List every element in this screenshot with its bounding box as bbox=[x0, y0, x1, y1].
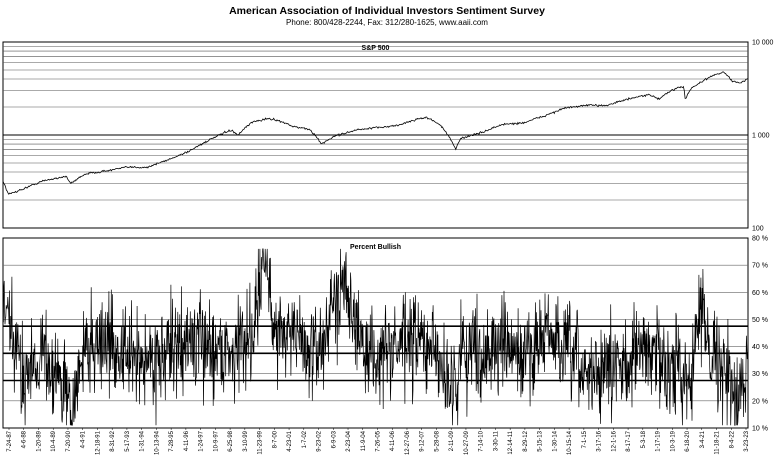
bullish-x-tick-label: 8-31-92 bbox=[110, 430, 116, 451]
bullish-series-line bbox=[2, 248, 749, 426]
bullish-x-tick-label: 1-20-89 bbox=[36, 430, 42, 451]
bullish-x-tick-label: 10-9-97 bbox=[213, 430, 219, 451]
bullish-panel: 10 % 20 % 30 % 40 % 50 % 60 % 70 % 80 % Percent … bbox=[2, 236, 768, 455]
bullish-x-tick-label: 6-18-20 bbox=[685, 430, 691, 451]
bullish-y-tick-label: 40 % bbox=[752, 344, 768, 351]
bullish-y-tick-label: 50 % bbox=[752, 317, 768, 324]
chart-title: American Association of Individual Inves… bbox=[229, 5, 545, 17]
bullish-panel-title: Percent Bullish bbox=[350, 244, 401, 251]
bullish-x-tick-label: 2-23-04 bbox=[346, 430, 352, 451]
bullish-x-tick-label: 12-27-06 bbox=[405, 430, 411, 455]
bullish-x-tick-label: 11-23-99 bbox=[258, 430, 264, 454]
bullish-x-tick-label: 1-30-14 bbox=[552, 430, 558, 451]
bullish-x-tick-label: 1-31-94 bbox=[140, 430, 146, 451]
bullish-x-tick-label: 7-14-10 bbox=[479, 430, 485, 451]
bullish-x-tick-label: 8-29-12 bbox=[523, 430, 529, 451]
bullish-x-tick-label: 1-24-97 bbox=[199, 430, 205, 451]
bullish-y-tick-label: 80 % bbox=[752, 236, 768, 243]
bullish-x-tick-label: 12-18-91 bbox=[95, 430, 101, 455]
bullish-y-tick-label: 30 % bbox=[752, 371, 768, 378]
bullish-x-tick-label: 12-14-11 bbox=[508, 430, 514, 454]
bullish-x-tick-label: 4-11-96 bbox=[184, 430, 190, 451]
sp500-panel-title: S&P 500 bbox=[362, 45, 390, 52]
bullish-x-tick-label: 2-11-09 bbox=[449, 430, 455, 451]
chart-subtitle: Phone: 800/428-2244, Fax: 312/280-1625, … bbox=[286, 18, 488, 27]
bullish-x-tick-label: 5-17-93 bbox=[125, 430, 131, 451]
bullish-x-tick-label: 7-26-05 bbox=[376, 430, 382, 451]
bullish-y-tick-label: 60 % bbox=[752, 290, 768, 297]
bullish-x-tick-label: 5-3-18 bbox=[641, 430, 647, 448]
sp500-y-tick-label: 1 000 bbox=[752, 133, 770, 140]
bullish-x-tick-label: 8-7-00 bbox=[272, 430, 278, 448]
bullish-x-tick-label: 6-9-03 bbox=[331, 430, 337, 448]
bullish-x-tick-label: 1-17-19 bbox=[656, 430, 662, 451]
bullish-x-tick-label: 3-4-21 bbox=[700, 430, 706, 448]
bullish-x-tick-label: 6-25-98 bbox=[228, 430, 234, 451]
bullish-x-tick-label: 4-11-06 bbox=[390, 430, 396, 451]
bullish-x-tick-label: 3-30-11 bbox=[493, 430, 499, 451]
bullish-x-tick-label: 8-17-17 bbox=[626, 430, 632, 451]
bullish-y-tick-label: 10 % bbox=[752, 426, 768, 433]
bullish-x-tick-label: 7-20-90 bbox=[66, 430, 72, 451]
bullish-x-tick-label: 8-4-22 bbox=[729, 430, 735, 448]
bullish-x-tick-label: 4-23-01 bbox=[287, 430, 293, 451]
bullish-x-tick-label: 10-13-94 bbox=[154, 430, 160, 455]
bullish-x-tick-label: 9-23-02 bbox=[317, 430, 323, 451]
bullish-x-tick-label: 5-28-08 bbox=[434, 430, 440, 451]
bullish-x-tick-label: 1-7-02 bbox=[302, 430, 308, 448]
bullish-x-tick-label: 7-28-95 bbox=[169, 430, 175, 451]
bullish-x-tick-label: 10-27-09 bbox=[464, 430, 470, 455]
bullish-x-tick-label: 10-4-89 bbox=[51, 430, 57, 451]
bullish-y-tick-label: 70 % bbox=[752, 263, 768, 270]
sp500-y-tick-label: 10 000 bbox=[752, 40, 774, 47]
bullish-y-tick-label: 20 % bbox=[752, 398, 768, 405]
bullish-x-tick-label: 4-4-91 bbox=[81, 430, 87, 448]
bullish-x-tick-label: 9-12-07 bbox=[420, 430, 426, 451]
bullish-x-tick-label: 10-3-19 bbox=[670, 430, 676, 451]
sp500-series-line bbox=[2, 71, 749, 195]
bullish-x-tick-label: 3-23-23 bbox=[744, 430, 750, 451]
bullish-plot-frame bbox=[2, 237, 749, 429]
bullish-x-tick-label: 11-9-04 bbox=[361, 430, 367, 451]
bullish-x-tick-label: 7-24-87 bbox=[7, 430, 13, 451]
bullish-x-tick-label: 5-15-13 bbox=[538, 430, 544, 451]
sp500-y-tick-label: 100 bbox=[752, 226, 764, 233]
sp500-panel: 100 1 000 10 000 S&P 500 bbox=[2, 40, 774, 233]
bullish-x-tick-label: 10-15-14 bbox=[567, 430, 573, 455]
bullish-x-tick-label: 3-17-16 bbox=[597, 430, 603, 451]
bullish-x-tick-label: 4-6-88 bbox=[22, 430, 28, 448]
bullish-x-tick-label: 3-10-99 bbox=[243, 430, 249, 451]
bullish-x-tick-label: 12-1-16 bbox=[611, 430, 617, 451]
bullish-x-tick-label: 7-1-15 bbox=[582, 430, 588, 448]
bullish-x-tick-label: 11-18-21 bbox=[715, 430, 721, 454]
